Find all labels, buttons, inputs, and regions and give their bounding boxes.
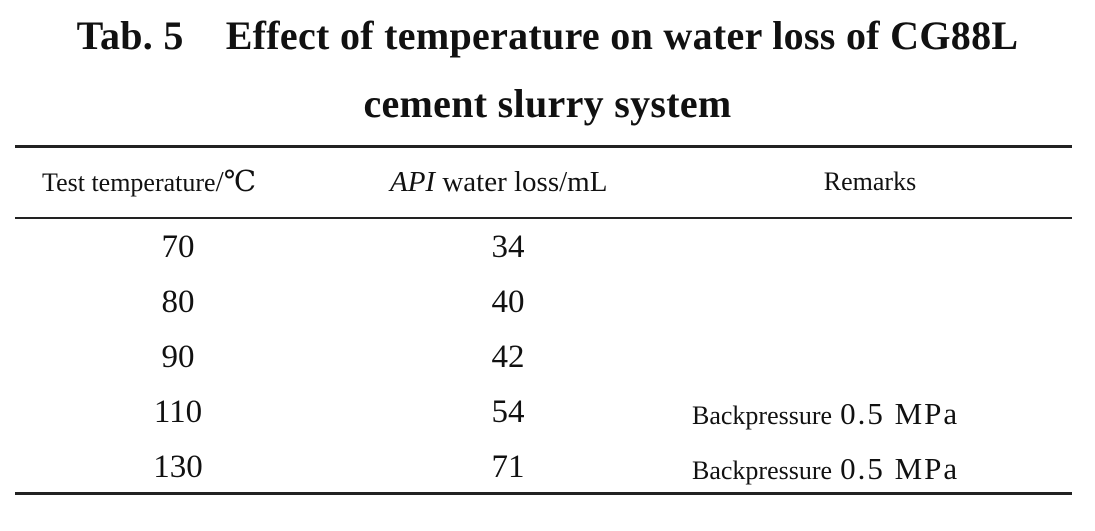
table-row: 90 42: [0, 337, 1095, 377]
remark-text: Backpressure: [692, 456, 833, 485]
column-header-api-unit: /mL: [559, 166, 608, 198]
table-title-part-1: Effect of temperature on water loss of C…: [225, 13, 1019, 58]
column-header-temperature-unit: /℃: [215, 166, 257, 198]
table-title-part-2: cement slurry system: [363, 81, 732, 126]
column-header-api-water-loss: API water loss/mL: [390, 165, 607, 200]
cell-temperature: 90: [161, 339, 195, 375]
table-row: 70 34: [0, 227, 1095, 267]
table-number: Tab. 5: [76, 13, 184, 58]
table-caption-line-1: Tab. 5 Effect of temperature on water los…: [0, 16, 1095, 56]
cell-remarks: Backpressure 0.5 MPa: [692, 394, 959, 436]
cell-temperature: 70: [161, 229, 195, 265]
remark-value: 0.5 MPa: [840, 396, 960, 431]
table-header-rule: [15, 217, 1072, 219]
column-header-api-label: API: [390, 166, 436, 198]
cell-api-water-loss: 40: [491, 284, 525, 320]
table-row: 130 71 Backpressure 0.5 MPa: [0, 447, 1095, 487]
cell-api-water-loss: 71: [491, 449, 525, 485]
cell-temperature: 110: [153, 394, 203, 430]
cell-api-water-loss: 54: [491, 394, 525, 430]
table-row: 110 54 Backpressure 0.5 MPa: [0, 392, 1095, 432]
column-header-temperature: Test temperature/℃: [42, 165, 256, 200]
table-top-rule: [15, 145, 1072, 148]
cell-temperature: 130: [153, 449, 203, 485]
table-bottom-rule: [15, 492, 1072, 495]
remark-text: Backpressure: [692, 401, 833, 430]
cell-api-water-loss: 34: [491, 229, 525, 265]
table-caption-line-2: cement slurry system: [0, 84, 1095, 124]
column-header-remarks: Remarks: [823, 167, 917, 196]
cell-remarks: Backpressure 0.5 MPa: [692, 449, 959, 491]
column-header-api-water-loss-label: water loss: [435, 166, 560, 198]
cell-temperature: 80: [161, 284, 195, 320]
column-header-temperature-label: Test temperature: [42, 168, 216, 197]
cell-api-water-loss: 42: [491, 339, 525, 375]
remark-value: 0.5 MPa: [840, 451, 960, 486]
table-row: 80 40: [0, 282, 1095, 322]
